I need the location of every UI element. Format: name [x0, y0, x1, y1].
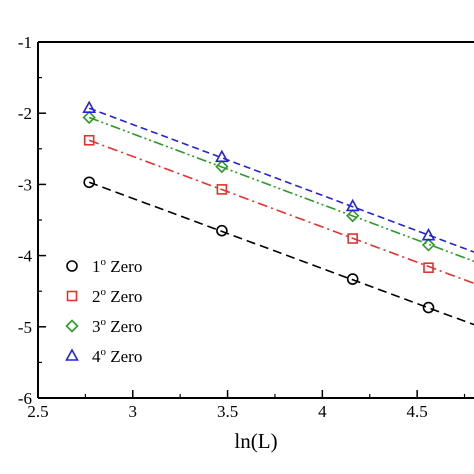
series-1-point: [346, 273, 359, 285]
series-1-point: [216, 224, 228, 237]
series-2-fit-line: [88, 139, 474, 285]
series-2-point: [423, 262, 434, 274]
legend-marker-1: [66, 260, 78, 272]
legend-label-2: 2o Zero: [92, 286, 142, 306]
series-2-point: [216, 184, 228, 195]
plot-area: [82, 100, 474, 326]
y-tick-label: -1: [18, 33, 32, 52]
series-3-point: [82, 110, 96, 125]
series-4-point: [215, 149, 229, 163]
x-tick-label: 4.5: [407, 402, 428, 421]
series-4-point: [82, 100, 97, 114]
legend: 1o Zero 2o Zero 3o Zero 4o Zero: [65, 256, 142, 366]
series-1-point: [83, 176, 95, 189]
x-tick-label: 4: [318, 402, 327, 421]
series-2-point: [83, 134, 95, 146]
y-tick-label: -5: [18, 318, 32, 337]
y-tick-label: -6: [18, 389, 32, 408]
y-tick-label: -4: [18, 247, 33, 266]
legend-marker-2: [66, 290, 78, 302]
legend-label-1: 1o Zero: [92, 256, 142, 276]
series-4-point: [345, 198, 360, 212]
x-axis-label: ln(L): [234, 429, 277, 453]
series-1-point: [422, 301, 435, 314]
y-tick-label: -2: [18, 104, 32, 123]
series-2-point: [347, 233, 358, 244]
series-3-fit-line: [88, 116, 474, 263]
legend-marker-3: [65, 319, 79, 333]
series-3-point: [421, 238, 436, 252]
legend-marker-4: [65, 348, 79, 361]
x-tick-label: 2.5: [27, 402, 48, 421]
series-3-point: [215, 159, 229, 174]
y-tick-label: -3: [18, 175, 32, 194]
x-tick-label: 3: [129, 402, 138, 421]
series-1-fit-line: [88, 181, 474, 326]
series-3-point: [346, 209, 360, 223]
x-tick-label: 3.5: [217, 402, 238, 421]
legend-label-4: 4o Zero: [92, 346, 142, 366]
legend-label-3: 3o Zero: [92, 316, 142, 336]
series-4-fit-line: [88, 107, 474, 253]
series-4-point: [421, 228, 436, 241]
